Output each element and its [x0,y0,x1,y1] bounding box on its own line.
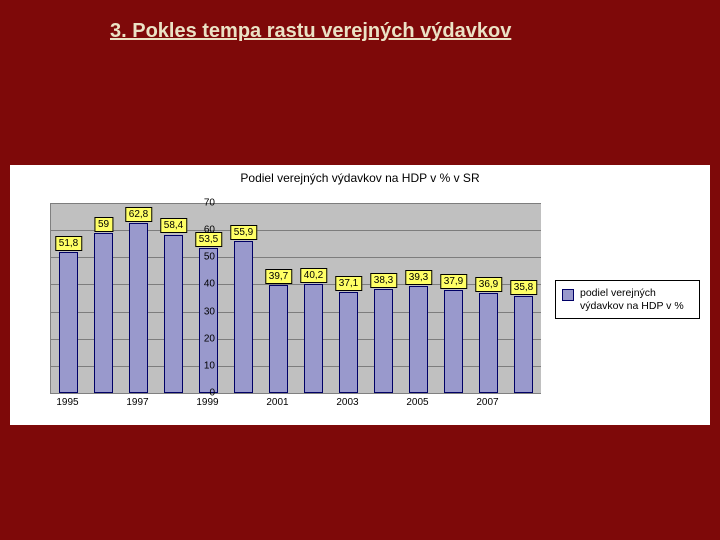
slide-title: 3. Pokles tempa rastu verejných výdavkov [0,0,720,43]
chart-title: Podiel verejných výdavkov na HDP v % v S… [10,165,710,185]
x-tick-label: 2005 [406,397,428,408]
bar [374,289,393,393]
data-label: 38,3 [370,273,397,288]
grid-line [51,257,541,258]
data-label: 37,9 [440,274,467,289]
grid-line [51,366,541,367]
y-tick-label: 20 [193,333,215,344]
grid-line [51,339,541,340]
data-label: 55,9 [230,225,257,240]
chart-panel: Podiel verejných výdavkov na HDP v % v S… [10,165,710,425]
y-tick-label: 70 [193,198,215,209]
bar [164,235,183,394]
bar [304,284,323,393]
data-label: 59 [94,217,113,232]
grid-line [51,312,541,313]
data-label: 39,7 [265,269,292,284]
data-label: 35,8 [510,280,537,295]
data-label: 37,1 [335,276,362,291]
x-tick-label: 2007 [476,397,498,408]
legend-box: podiel verejných výdavkov na HDP v % [555,280,700,319]
y-tick-label: 40 [193,279,215,290]
bar [94,233,113,393]
x-tick-label: 2001 [266,397,288,408]
legend-swatch [562,289,574,301]
bar [444,290,463,393]
y-tick-label: 50 [193,252,215,263]
bar [409,286,428,393]
data-label: 36,9 [475,277,502,292]
y-tick-label: 60 [193,225,215,236]
data-label: 39,3 [405,270,432,285]
bar [269,285,288,393]
grid-line [51,203,541,204]
bar [129,223,148,393]
data-label: 62,8 [125,207,152,222]
data-label: 40,2 [300,268,327,283]
x-tick-label: 1997 [126,397,148,408]
data-label: 58,4 [160,218,187,233]
y-tick-label: 30 [193,306,215,317]
bar [514,296,533,393]
grid-line [51,284,541,285]
legend-text: podiel verejných výdavkov na HDP v % [580,287,693,312]
bar [59,252,78,393]
x-tick-label: 1995 [56,397,78,408]
bar [479,293,498,393]
y-tick-label: 10 [193,360,215,371]
x-tick-label: 2003 [336,397,358,408]
x-tick-label: 1999 [196,397,218,408]
data-label: 51,8 [55,236,82,251]
bar [339,292,358,393]
bar [234,241,253,393]
plot-area: 51,85962,858,453,555,939,740,237,138,339… [50,203,541,394]
grid-line [51,230,541,231]
